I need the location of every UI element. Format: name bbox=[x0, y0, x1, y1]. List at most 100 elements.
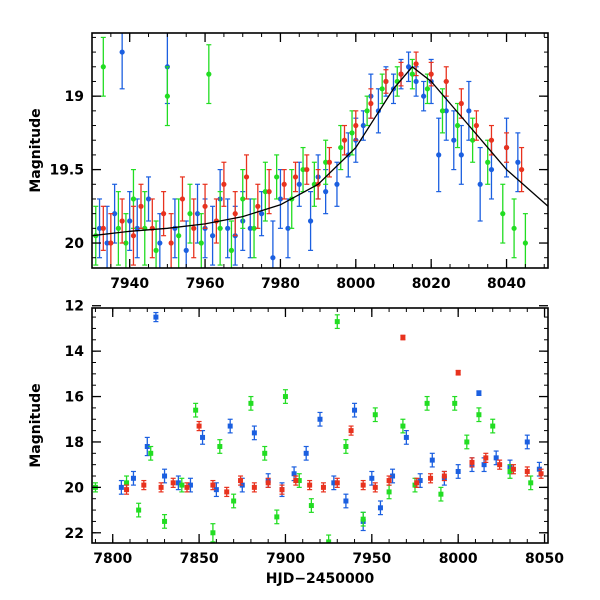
data-point bbox=[441, 470, 447, 482]
data-point bbox=[413, 51, 419, 77]
x-tick-label: 8040 bbox=[487, 276, 526, 292]
data-point bbox=[503, 132, 510, 163]
data-point bbox=[243, 154, 250, 200]
data-point bbox=[334, 314, 340, 330]
data-point bbox=[251, 482, 257, 493]
data-point bbox=[224, 486, 230, 498]
data-point bbox=[292, 161, 299, 193]
data-point bbox=[452, 395, 458, 411]
data-point bbox=[153, 311, 159, 323]
data-point bbox=[210, 479, 216, 491]
data-point bbox=[202, 183, 208, 229]
data-point bbox=[320, 482, 326, 493]
data-point bbox=[123, 213, 129, 268]
data-point bbox=[493, 450, 499, 466]
data-point bbox=[538, 468, 544, 479]
x-tick-label: 7900 bbox=[266, 551, 305, 567]
data-point bbox=[414, 477, 420, 488]
data-point bbox=[510, 464, 516, 475]
data-point bbox=[458, 124, 464, 185]
data-point bbox=[138, 183, 144, 229]
x-tick-label: 8050 bbox=[525, 551, 564, 567]
data-point bbox=[119, 33, 125, 90]
data-point bbox=[379, 73, 385, 105]
data-point bbox=[522, 213, 528, 268]
data-point bbox=[217, 439, 223, 454]
data-point bbox=[375, 88, 382, 134]
data-point bbox=[153, 220, 159, 268]
data-point bbox=[490, 418, 496, 434]
data-point bbox=[421, 80, 427, 112]
data-point bbox=[130, 470, 136, 486]
data-point bbox=[383, 69, 389, 94]
data-point bbox=[281, 168, 287, 200]
data-point bbox=[148, 445, 154, 461]
data-point bbox=[206, 44, 212, 105]
data-point bbox=[524, 466, 530, 477]
y-tick-label: 14 bbox=[65, 344, 85, 360]
data-point bbox=[343, 493, 349, 509]
data-point bbox=[251, 425, 257, 441]
data-point bbox=[469, 457, 475, 468]
data-point bbox=[364, 95, 370, 127]
data-point bbox=[353, 110, 359, 141]
data-point bbox=[519, 146, 525, 193]
data-point bbox=[162, 514, 168, 529]
data-point bbox=[170, 477, 176, 488]
x-tick-label: 7980 bbox=[261, 276, 300, 292]
top-panel: 7940 7960 7980 8000 8020 8040 19 19.5 20 Magnitud… bbox=[28, 32, 549, 292]
x-axis-label: HJD−2450000 bbox=[266, 571, 375, 587]
data-point bbox=[238, 475, 244, 486]
data-point bbox=[262, 161, 268, 222]
data-point bbox=[277, 168, 284, 229]
data-point bbox=[198, 213, 204, 268]
data-point bbox=[334, 477, 340, 488]
data-point bbox=[473, 110, 479, 141]
data-point bbox=[428, 473, 434, 484]
data-point bbox=[282, 389, 288, 404]
y-tick-label: 18 bbox=[65, 435, 84, 451]
axis-ticks bbox=[91, 33, 548, 268]
data-point bbox=[343, 439, 349, 454]
data-point bbox=[307, 191, 314, 251]
data-point bbox=[227, 418, 233, 434]
data-point bbox=[270, 220, 276, 268]
data-point bbox=[400, 334, 406, 341]
data-point bbox=[100, 36, 106, 97]
data-point bbox=[285, 198, 291, 259]
y-tick-label: 12 bbox=[65, 299, 84, 315]
y-tick-label: 20 bbox=[65, 480, 85, 496]
data-point bbox=[424, 395, 430, 411]
data-point bbox=[439, 88, 446, 134]
data-point bbox=[145, 176, 152, 222]
data-point bbox=[341, 124, 348, 156]
data-point bbox=[115, 191, 121, 266]
data-point bbox=[265, 477, 271, 488]
data-point bbox=[326, 146, 333, 178]
axes-frame bbox=[91, 32, 549, 269]
data-point bbox=[307, 479, 313, 491]
data-point bbox=[348, 425, 354, 436]
x-tick-label: 7800 bbox=[93, 551, 132, 567]
data-point bbox=[100, 205, 106, 251]
data-point bbox=[528, 475, 534, 491]
data-point bbox=[500, 183, 506, 244]
data-point bbox=[372, 407, 378, 423]
data-point bbox=[141, 479, 147, 491]
data-point bbox=[304, 154, 310, 185]
data-point bbox=[476, 390, 482, 397]
data-point bbox=[331, 475, 337, 491]
data-point bbox=[266, 168, 272, 215]
data-point bbox=[403, 430, 409, 445]
data-point bbox=[317, 411, 323, 427]
data-point bbox=[164, 66, 170, 127]
data-point bbox=[221, 161, 227, 207]
data-point bbox=[196, 420, 202, 432]
data-point bbox=[231, 493, 237, 509]
x-tick-label: 7960 bbox=[186, 276, 225, 292]
data-point bbox=[360, 511, 366, 527]
data-point bbox=[476, 407, 482, 423]
data-point bbox=[326, 534, 332, 543]
data-point bbox=[515, 132, 521, 193]
data-point bbox=[183, 220, 189, 268]
